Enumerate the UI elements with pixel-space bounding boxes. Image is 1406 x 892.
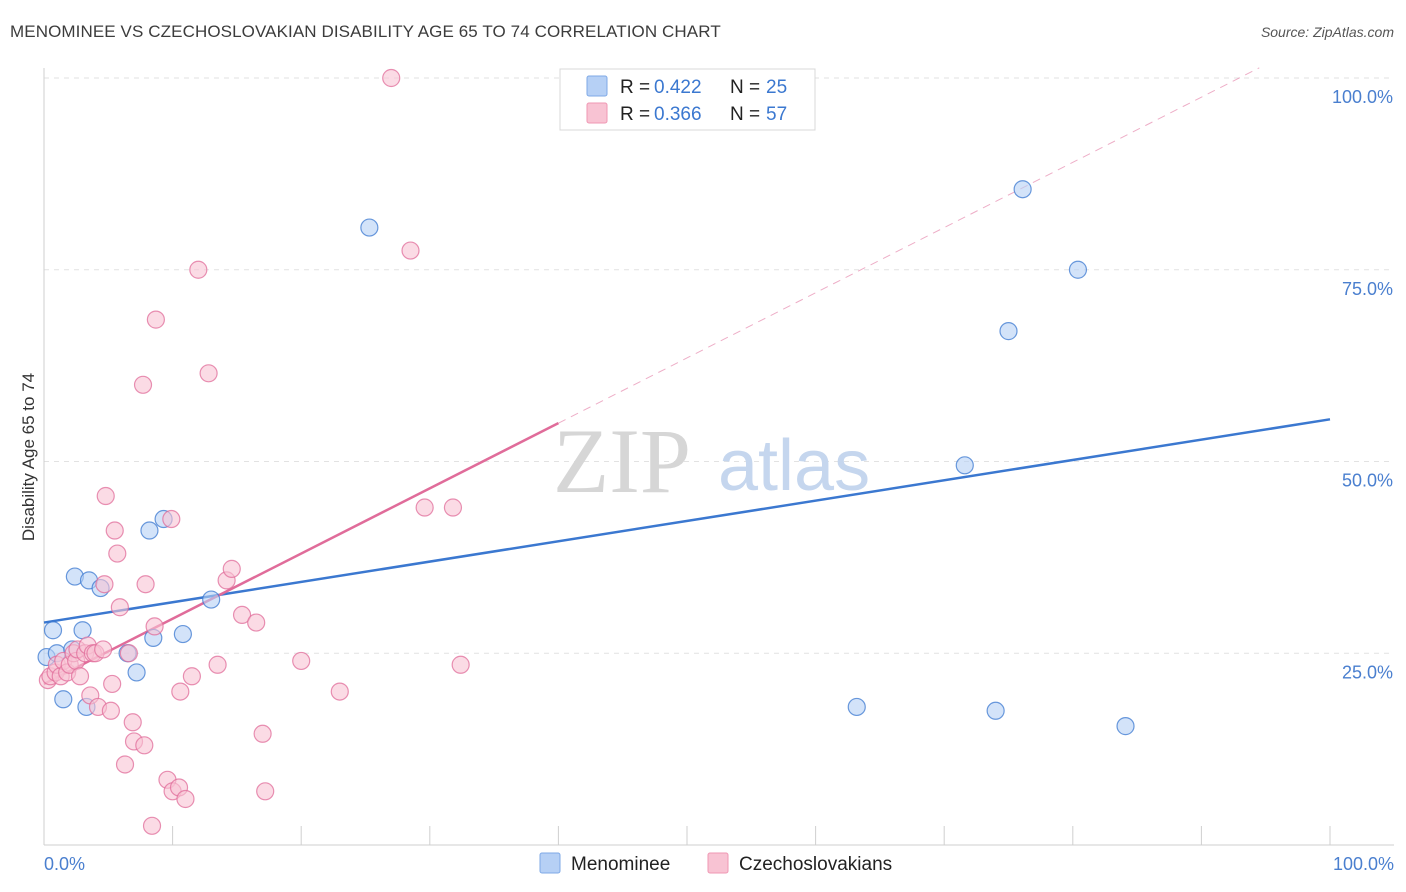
y-tick-labels: 25.0% 50.0% 75.0% 100.0%: [1332, 87, 1393, 682]
y-tick-label: 50.0%: [1342, 471, 1393, 491]
data-point-series-0: [73, 621, 92, 640]
y-axis-label: Disability Age 65 to 74: [19, 373, 38, 541]
data-point-series-1: [108, 544, 127, 563]
data-point-series-1: [176, 789, 195, 809]
data-point-series-1: [105, 521, 124, 540]
data-point-series-0: [1068, 260, 1088, 279]
data-point-series-1: [330, 682, 349, 701]
y-tick-label: 100.0%: [1332, 87, 1393, 107]
data-point-series-1: [253, 724, 272, 743]
data-point-series-0: [360, 218, 379, 237]
data-point-series-1: [189, 260, 208, 279]
legend-r-label-1: R =: [620, 77, 650, 98]
data-point-series-0: [986, 701, 1005, 720]
watermark-atlas: atlas: [718, 426, 870, 506]
legend-n-label-2: N =: [730, 104, 760, 125]
data-point-series-1: [103, 674, 122, 694]
trend-extension-1: [558, 67, 1260, 424]
legend-n-value-2: 57: [766, 104, 787, 125]
legend-r-value-2: 0.366: [654, 104, 702, 125]
data-point-series-0: [1013, 180, 1032, 199]
bottom-legend-label-czechoslovakians: Czechoslovakians: [739, 854, 892, 875]
data-point-series-1: [451, 655, 470, 674]
y-tick-label: 25.0%: [1342, 662, 1393, 682]
legend-swatch-menominee: [586, 75, 608, 97]
y-tick-label: 75.0%: [1342, 279, 1393, 299]
legend-swatch-czechoslovakians: [586, 102, 608, 124]
chart-title: MENOMINEE VS CZECHOSLOVAKIAN DISABILITY …: [10, 22, 721, 41]
data-point-series-0: [999, 322, 1018, 341]
legend-box: R = 0.422 N = 25 R = 0.366 N = 57: [559, 68, 816, 131]
trend-line-0: [43, 418, 1331, 624]
data-point-series-1: [101, 701, 120, 720]
data-point-series-1: [133, 375, 153, 394]
data-point-series-1: [95, 575, 114, 594]
data-point-series-0: [1116, 717, 1135, 736]
data-point-series-0: [955, 456, 974, 475]
trend-lines: [43, 67, 1331, 686]
bottom-legend: Menominee Czechoslovakians: [539, 852, 892, 875]
source-credit: Source: ZipAtlas.com: [1260, 24, 1394, 40]
data-point-series-0: [54, 690, 73, 709]
data-point-series-1: [443, 498, 463, 517]
data-point-series-1: [135, 736, 154, 755]
legend-r-value-1: 0.422: [654, 77, 702, 98]
data-point-series-1: [247, 613, 266, 632]
data-point-series-1: [136, 575, 155, 594]
bottom-legend-label-menominee: Menominee: [571, 854, 670, 875]
bottom-legend-swatch-menominee: [539, 852, 561, 874]
data-point-series-1: [110, 598, 129, 617]
data-point-series-1: [145, 617, 164, 636]
data-point-series-1: [115, 755, 135, 774]
data-point-series-0: [140, 521, 159, 540]
legend-n-value-1: 25: [766, 77, 787, 98]
data-point-series-1: [119, 644, 138, 663]
data-point-series-0: [43, 621, 63, 640]
data-point-series-1: [96, 486, 115, 506]
data-point-series-1: [142, 816, 162, 835]
data-point-series-1: [199, 364, 218, 383]
data-point-series-1: [123, 713, 142, 732]
x-tick-label-min: 0.0%: [44, 854, 85, 874]
data-point-series-0: [127, 663, 146, 682]
grid-lines: [44, 77, 1394, 654]
data-point-series-1: [256, 782, 275, 801]
bottom-legend-swatch-czechoslovakians: [707, 852, 729, 874]
data-point-series-1: [162, 509, 181, 529]
data-point-series-1: [94, 640, 113, 659]
trend-line-1: [43, 422, 559, 686]
data-point-series-1: [146, 310, 165, 329]
data-point-series-1: [292, 651, 311, 671]
x-tick-label-max: 100.0%: [1333, 854, 1394, 874]
data-point-series-1: [415, 498, 434, 517]
data-point-series-1: [382, 68, 401, 88]
data-point-series-1: [70, 667, 90, 686]
data-point-series-1: [222, 559, 241, 578]
data-point-series-0: [847, 697, 866, 717]
data-point-series-1: [401, 241, 420, 260]
axes: [43, 68, 1394, 846]
data-point-series-1: [208, 655, 227, 674]
x-ticks: [43, 826, 1331, 845]
data-points: [37, 68, 1135, 835]
data-point-series-1: [232, 605, 252, 625]
data-point-series-0: [173, 624, 192, 644]
legend-r-label-2: R =: [620, 104, 650, 125]
watermark-zip: ZIP: [553, 410, 691, 512]
data-point-series-1: [182, 667, 201, 686]
legend-n-label-1: N =: [730, 77, 760, 98]
data-point-series-1: [171, 682, 190, 701]
data-point-series-0: [202, 590, 221, 609]
